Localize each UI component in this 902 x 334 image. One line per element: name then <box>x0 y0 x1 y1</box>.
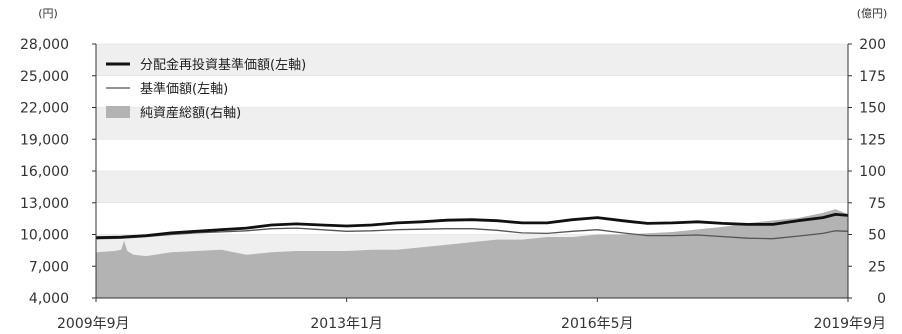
axes: 4,000 7,000 10,000 13,000 16,000 19,000 22,000… <box>20 7 887 332</box>
legend-label: 基準価額(左軸) <box>140 81 228 97</box>
grid-band <box>96 107 848 140</box>
legend-swatch <box>106 106 130 118</box>
left-tick-label: 13,000 <box>20 196 69 212</box>
reinvest-nav-line <box>95 213 849 240</box>
nav-line <box>95 227 849 240</box>
grid-band <box>96 171 848 203</box>
legend-label: 純資産総額(右軸) <box>140 105 241 121</box>
right-tick-label: 150 <box>859 101 886 117</box>
grid-band <box>96 44 848 76</box>
left-tick-label: 4,000 <box>29 291 69 307</box>
right-tick-label: 175 <box>859 69 886 85</box>
right-tick-label: 50 <box>868 228 886 244</box>
series-lines <box>95 213 849 240</box>
right-axis-unit: (億円) <box>857 7 888 20</box>
right-tick-label: 100 <box>859 164 886 180</box>
left-tick-label: 10,000 <box>20 228 69 244</box>
x-tick-label: 2019年9月 <box>813 316 886 332</box>
left-tick-label: 22,000 <box>20 101 69 117</box>
left-axis-unit: (円) <box>38 7 58 20</box>
legend-label: 分配金再投資基準価額(左軸) <box>140 57 306 73</box>
net-assets-area-path <box>96 209 848 298</box>
x-tick-label: 2009年9月 <box>57 316 130 332</box>
right-tick-label: 0 <box>877 291 886 307</box>
legend: 分配金再投資基準価額(左軸) 基準価額(左軸) 純資産総額(右軸) <box>106 57 306 121</box>
net-assets-area <box>96 209 848 298</box>
right-tick-label: 25 <box>868 259 886 275</box>
left-tick-label: 28,000 <box>20 37 69 53</box>
right-tick-label: 125 <box>859 132 886 148</box>
left-tick-label: 7,000 <box>29 259 69 275</box>
x-tick-label: 2013年1月 <box>310 316 383 332</box>
left-tick-label: 16,000 <box>20 164 69 180</box>
right-tick-label: 75 <box>868 196 886 212</box>
right-tick-label: 200 <box>859 37 886 53</box>
left-tick-label: 25,000 <box>20 69 69 85</box>
left-tick-label: 19,000 <box>20 132 69 148</box>
x-tick-label: 2016年5月 <box>561 316 634 332</box>
